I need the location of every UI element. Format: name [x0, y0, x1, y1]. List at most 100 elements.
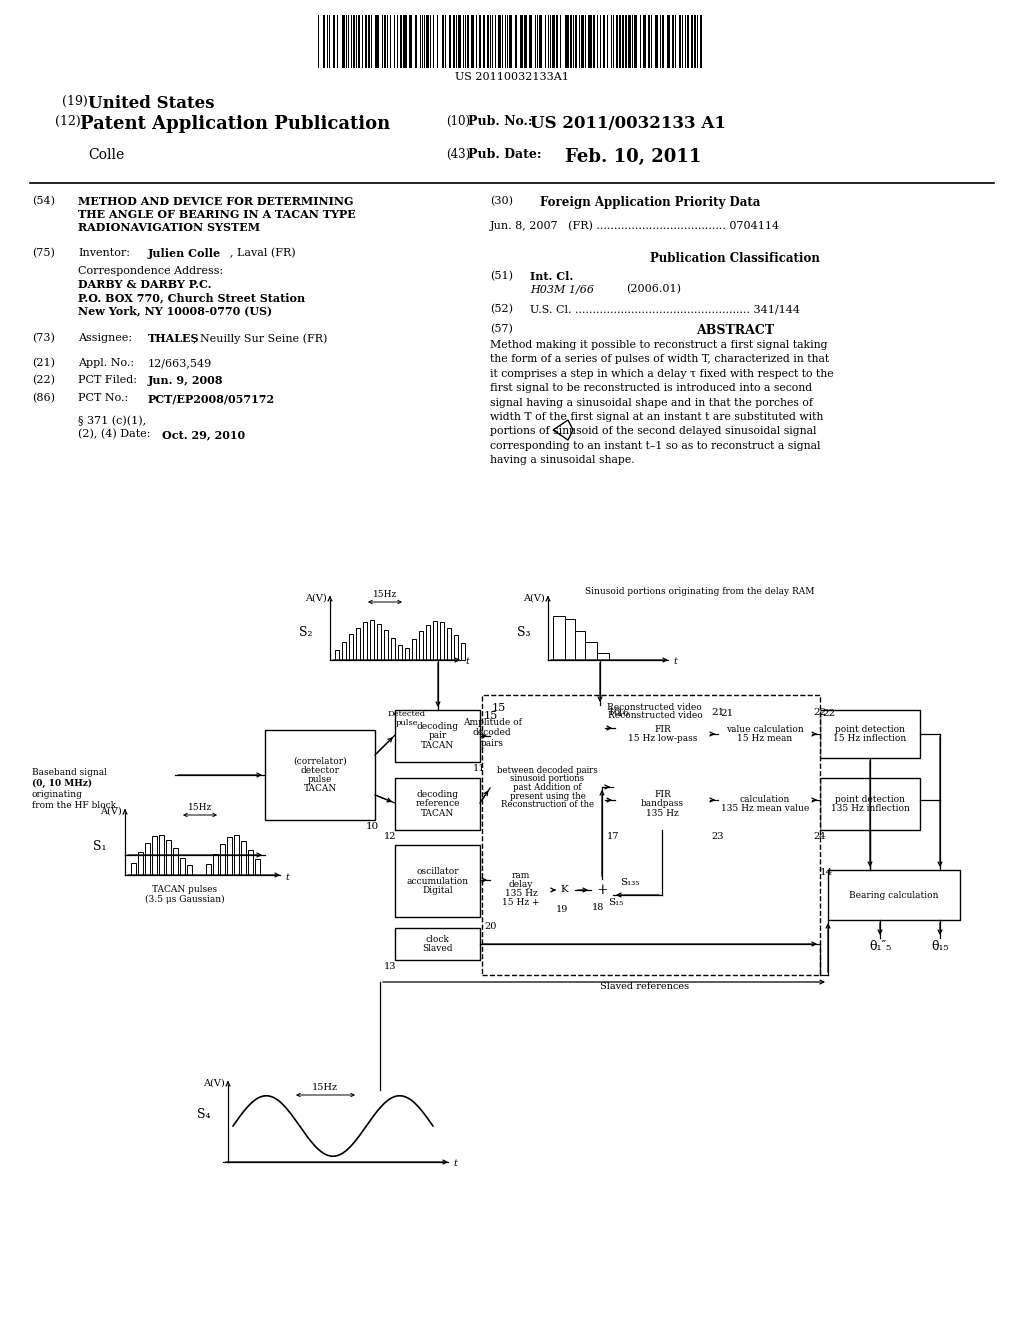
Text: Assignee:: Assignee:: [78, 333, 132, 343]
Bar: [553, 615, 565, 660]
Text: 15Hz: 15Hz: [312, 1082, 338, 1092]
Text: 15 Hz low-pass: 15 Hz low-pass: [628, 734, 697, 743]
Bar: [412, 639, 416, 660]
Bar: [616, 15, 618, 69]
Text: 15 Hz +: 15 Hz +: [502, 898, 540, 907]
Text: reference: reference: [416, 800, 460, 808]
Bar: [419, 631, 423, 660]
Text: 15Hz: 15Hz: [373, 590, 397, 599]
Bar: [625, 15, 627, 69]
Bar: [356, 627, 360, 660]
Text: decoding: decoding: [417, 791, 459, 800]
Text: point detection: point detection: [835, 725, 905, 734]
Text: decoding: decoding: [417, 722, 459, 731]
Text: (86): (86): [32, 393, 55, 404]
Bar: [400, 15, 402, 69]
Bar: [539, 15, 542, 69]
Bar: [672, 15, 674, 69]
Bar: [449, 15, 451, 69]
Bar: [529, 15, 532, 69]
Text: (3.5 μs Gaussian): (3.5 μs Gaussian): [145, 895, 225, 904]
Bar: [342, 15, 345, 69]
Text: ABSTRACT: ABSTRACT: [696, 323, 774, 337]
Bar: [213, 854, 218, 875]
Bar: [255, 859, 260, 875]
Text: point detection: point detection: [835, 795, 905, 804]
Text: 14: 14: [820, 869, 834, 876]
Text: Reconstructed video: Reconstructed video: [607, 704, 701, 711]
Bar: [433, 622, 437, 660]
Text: Foreign Application Priority Data: Foreign Application Priority Data: [540, 195, 761, 209]
Bar: [159, 834, 164, 875]
Text: 135 Hz mean value: 135 Hz mean value: [721, 804, 809, 813]
Text: (73): (73): [32, 333, 55, 343]
Text: (21): (21): [32, 358, 55, 368]
Text: S₂: S₂: [299, 626, 312, 639]
Text: P.O. BOX 770, Church Street Station: P.O. BOX 770, Church Street Station: [78, 292, 305, 304]
Bar: [368, 15, 370, 69]
Text: 21: 21: [711, 708, 724, 717]
Bar: [440, 623, 444, 660]
Text: § 371 (c)(1),: § 371 (c)(1),: [78, 416, 146, 426]
Bar: [593, 15, 595, 69]
Bar: [442, 15, 444, 69]
Bar: [187, 865, 193, 875]
Bar: [588, 15, 592, 69]
Text: clock: clock: [426, 935, 450, 944]
Text: U.S. Cl. .................................................. 341/144: U.S. Cl. ...............................…: [530, 304, 800, 314]
Text: Publication Classification: Publication Classification: [650, 252, 820, 265]
Text: sinusoid portions: sinusoid portions: [510, 775, 585, 783]
Text: Pub. No.:: Pub. No.:: [468, 115, 532, 128]
Text: bandpass: bandpass: [641, 800, 684, 808]
Text: t: t: [453, 1159, 457, 1168]
Bar: [166, 840, 171, 875]
Bar: [828, 870, 961, 920]
Bar: [395, 710, 480, 762]
Text: from the HF block: from the HF block: [32, 801, 116, 810]
Bar: [342, 642, 346, 660]
Bar: [820, 710, 920, 758]
Text: 12/663,549: 12/663,549: [148, 358, 212, 368]
Text: S₁₃₅: S₁₃₅: [620, 878, 639, 887]
Bar: [524, 15, 527, 69]
Text: delay: delay: [509, 880, 534, 888]
Bar: [615, 710, 710, 758]
Bar: [353, 15, 355, 69]
Bar: [570, 15, 572, 69]
Text: 16: 16: [617, 709, 630, 718]
Text: A(V): A(V): [100, 807, 122, 816]
Bar: [145, 843, 150, 875]
Text: 11: 11: [473, 764, 485, 774]
Text: (54): (54): [32, 195, 55, 206]
Bar: [691, 15, 693, 69]
Bar: [358, 15, 360, 69]
Bar: [618, 15, 621, 69]
Bar: [461, 643, 465, 660]
Text: 20: 20: [484, 921, 497, 931]
Text: 15: 15: [484, 711, 499, 721]
Text: 22: 22: [822, 709, 836, 718]
Bar: [335, 651, 339, 660]
Text: past Addition of: past Addition of: [513, 783, 582, 792]
Text: FIR: FIR: [654, 791, 671, 800]
Bar: [515, 15, 517, 69]
Bar: [234, 836, 239, 875]
Text: 135 Hz inflection: 135 Hz inflection: [830, 804, 909, 813]
Bar: [403, 15, 407, 69]
Text: (57): (57): [490, 323, 513, 334]
Text: Oct. 29, 2010: Oct. 29, 2010: [162, 429, 245, 440]
Bar: [227, 837, 232, 875]
Text: Jun. 8, 2007   (FR) ..................................... 0704114: Jun. 8, 2007 (FR) ......................…: [490, 220, 780, 231]
Text: oscillator: oscillator: [416, 867, 459, 876]
Text: , Laval (FR): , Laval (FR): [230, 248, 296, 259]
Bar: [483, 15, 485, 69]
Text: t: t: [285, 873, 289, 882]
Text: Jun. 9, 2008: Jun. 9, 2008: [148, 375, 223, 385]
Bar: [365, 15, 367, 69]
Bar: [622, 15, 624, 69]
Text: pulse: pulse: [308, 775, 332, 784]
Bar: [662, 15, 664, 69]
Bar: [375, 15, 379, 69]
Text: New York, NY 10008-0770 (US): New York, NY 10008-0770 (US): [78, 305, 272, 315]
Bar: [718, 710, 812, 758]
